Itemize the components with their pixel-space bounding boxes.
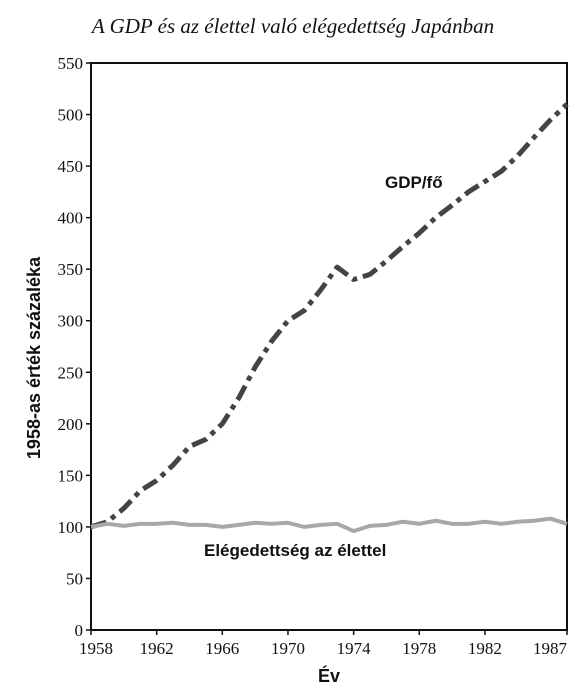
plot-area bbox=[90, 62, 568, 631]
y-tick-label: 50 bbox=[66, 569, 83, 588]
x-tick-label: 1958 bbox=[79, 639, 113, 658]
series-label-satisfaction: Elégedettség az élettel bbox=[204, 541, 386, 560]
y-tick-label: 550 bbox=[58, 54, 84, 73]
y-tick-label: 250 bbox=[58, 363, 84, 382]
y-axis-label: 1958-as érték százaléka bbox=[24, 256, 44, 459]
y-tick-label: 0 bbox=[75, 621, 84, 640]
x-tick-label: 1966 bbox=[205, 639, 239, 658]
y-tick-label: 350 bbox=[58, 260, 84, 279]
x-tick-label: 1962 bbox=[140, 639, 174, 658]
gdp-per-capita-line bbox=[90, 102, 569, 530]
y-tick-label: 100 bbox=[58, 518, 84, 537]
y-tick-label: 450 bbox=[58, 157, 84, 176]
life-satisfaction-line bbox=[90, 516, 568, 534]
y-tick-label: 150 bbox=[58, 466, 84, 485]
x-tick-label: 1978 bbox=[402, 639, 436, 658]
y-axis-ticks: 0 50 100 150 200 250 300 350 400 450 500 550 bbox=[58, 54, 91, 640]
x-tick-label: 1987 bbox=[533, 639, 568, 658]
series-label-gdp: GDP/fő bbox=[385, 173, 443, 192]
x-tick-label: 1974 bbox=[337, 639, 372, 658]
y-tick-label: 300 bbox=[58, 312, 84, 331]
x-tick-label: 1970 bbox=[271, 639, 305, 658]
y-tick-label: 500 bbox=[58, 106, 84, 125]
series-lines bbox=[90, 102, 569, 534]
chart-title: A GDP és az élettel való elégedettség Ja… bbox=[91, 14, 495, 38]
y-tick-label: 200 bbox=[58, 415, 84, 434]
plot-frame bbox=[90, 62, 568, 631]
y-tick-label: 400 bbox=[58, 209, 84, 228]
x-axis-ticks: 1958 1962 1966 1970 1974 1978 1982 1987 bbox=[79, 630, 568, 658]
x-tick-label: 1982 bbox=[468, 639, 502, 658]
x-axis-label: Év bbox=[318, 665, 340, 686]
